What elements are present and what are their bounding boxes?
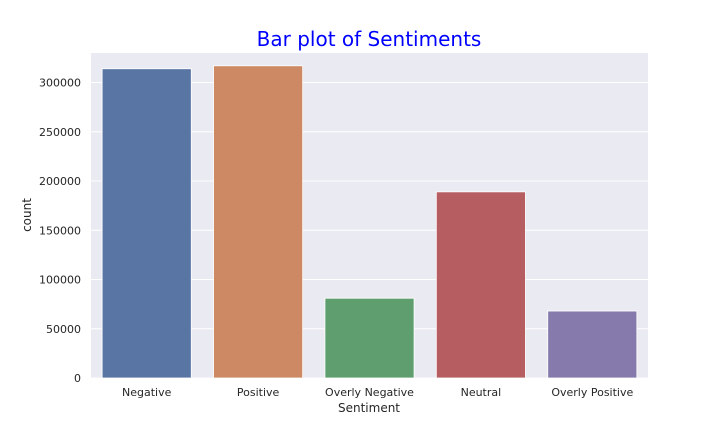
x-tick-label: Neutral: [461, 386, 502, 399]
y-axis-label: count: [20, 198, 34, 232]
y-tick-label: 0: [74, 372, 81, 385]
y-tick-labels: 0 50000 100000 150000 200000 250000 300000: [39, 77, 81, 385]
x-tick-labels: Negative Positive Overly Negative Neutral Ov…: [122, 386, 633, 399]
bar-neutral: [435, 191, 526, 379]
x-tick-label: Overly Negative: [325, 386, 414, 399]
x-tick-label: Overly Positive: [551, 386, 633, 399]
y-tick-label: 50000: [46, 323, 81, 336]
y-tick-label: 100000: [39, 274, 81, 287]
y-tick-label: 200000: [39, 175, 81, 188]
bar-overly-negative: [324, 297, 415, 379]
y-tick-label: 300000: [39, 77, 81, 90]
y-tick-label: 150000: [39, 224, 81, 237]
x-tick-label: Positive: [237, 386, 280, 399]
y-tick-label: 250000: [39, 126, 81, 139]
bar-negative: [101, 68, 192, 379]
x-axis-label: Sentiment: [338, 401, 400, 415]
bar-overly-positive: [547, 310, 638, 379]
x-tick-label: Negative: [122, 386, 172, 399]
chart-title: Bar plot of Sentiments: [257, 27, 482, 51]
bars-group: [101, 65, 638, 379]
bar-positive: [213, 65, 304, 379]
